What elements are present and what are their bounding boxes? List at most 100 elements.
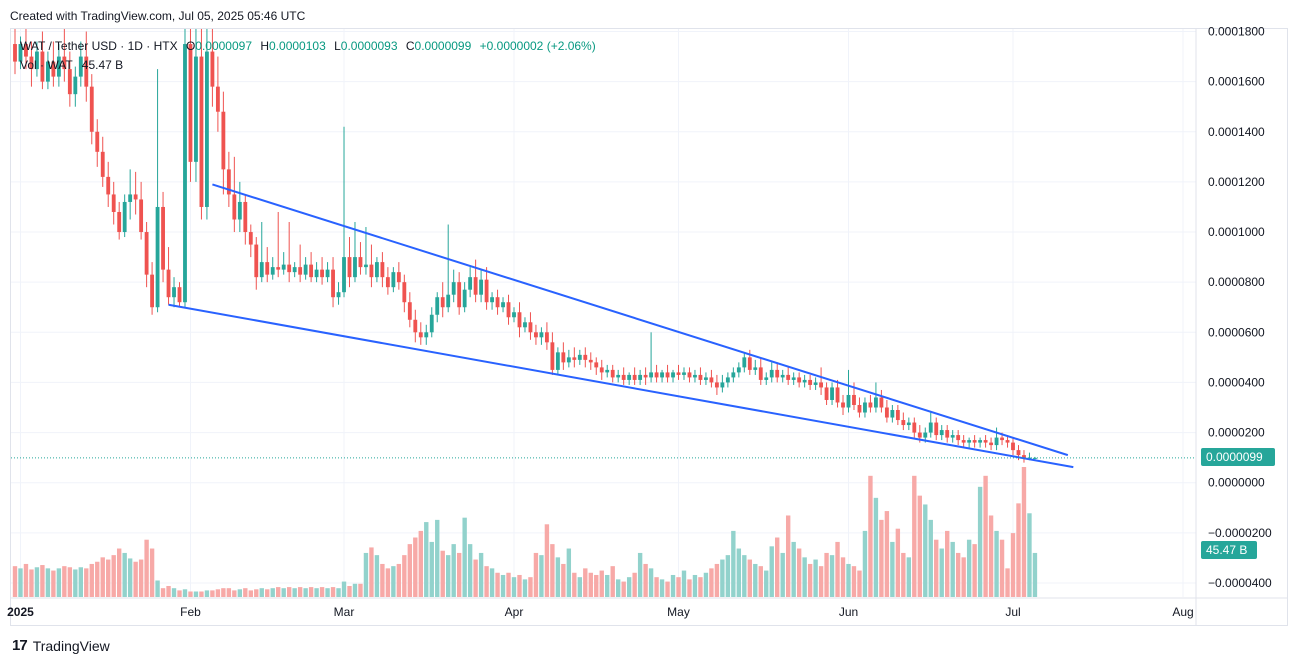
volume-bar bbox=[977, 486, 983, 597]
volume-bar bbox=[303, 588, 308, 597]
candle-body bbox=[473, 277, 478, 295]
volume-bar bbox=[358, 583, 363, 597]
y-tick-label: 0.0000000 bbox=[1208, 476, 1265, 490]
volume-bar bbox=[572, 572, 577, 597]
volume-bar bbox=[599, 570, 604, 597]
volume-bar bbox=[314, 588, 319, 597]
candle-body bbox=[539, 332, 544, 338]
candle-body bbox=[802, 379, 807, 383]
volume-bar bbox=[621, 581, 626, 597]
candle-body bbox=[484, 279, 489, 303]
candle-body bbox=[78, 56, 83, 77]
candle-body bbox=[906, 422, 911, 426]
candle-body bbox=[303, 264, 308, 275]
volume-bar bbox=[895, 528, 901, 597]
volume-bar bbox=[714, 563, 720, 597]
volume-bar bbox=[643, 563, 648, 597]
candle-body bbox=[243, 201, 248, 233]
volume-bar bbox=[999, 539, 1005, 597]
volume-bar bbox=[764, 570, 769, 597]
volume-bar bbox=[215, 589, 221, 597]
volume-bar bbox=[462, 517, 467, 597]
candle-body bbox=[374, 262, 379, 278]
candle-body bbox=[205, 51, 209, 207]
volume-legend-label[interactable]: Vol · WAT bbox=[20, 58, 73, 72]
volume-bar bbox=[637, 552, 643, 597]
footer-branding[interactable]: 17 TradingView bbox=[12, 637, 110, 654]
candle-body bbox=[396, 272, 401, 283]
volume-bar bbox=[615, 579, 621, 597]
candle-body bbox=[945, 430, 950, 438]
volume-bar bbox=[281, 588, 286, 597]
candle-body bbox=[325, 269, 330, 278]
x-tick-label: Jun bbox=[839, 605, 858, 619]
volume-bar bbox=[188, 591, 193, 597]
candle-body bbox=[309, 264, 314, 278]
candle-body bbox=[972, 440, 977, 443]
candle-body bbox=[643, 374, 648, 378]
volume-bar bbox=[286, 587, 292, 597]
candle-body bbox=[561, 352, 566, 363]
volume-bar bbox=[396, 563, 402, 597]
volume-bar bbox=[265, 589, 270, 597]
candle-body bbox=[610, 369, 615, 378]
y-tick-label: 0.0001200 bbox=[1208, 175, 1265, 189]
volume-bar bbox=[983, 475, 988, 597]
volume-bar bbox=[868, 475, 873, 597]
candle-body bbox=[709, 377, 714, 383]
volume-bar bbox=[473, 559, 478, 597]
volume-bar bbox=[720, 559, 725, 597]
volume-bar bbox=[160, 588, 166, 597]
candle-body bbox=[407, 302, 412, 320]
candle-body bbox=[353, 257, 357, 278]
candle-body bbox=[544, 332, 549, 343]
volume-bar bbox=[687, 579, 692, 597]
candle-body bbox=[813, 382, 818, 385]
volume-bar bbox=[232, 590, 237, 597]
candle-body bbox=[144, 232, 149, 275]
candle-body bbox=[254, 244, 259, 278]
legend-symbol[interactable]: WAT / Tether USD · 1D · HTX bbox=[20, 39, 178, 53]
candle-body bbox=[714, 382, 719, 388]
candle-body bbox=[682, 372, 686, 375]
candle-body bbox=[572, 357, 577, 360]
candle-body bbox=[347, 257, 352, 278]
created-with-caption: Created with TradingView.com, Jul 05, 20… bbox=[10, 9, 306, 23]
candle-layer bbox=[13, 29, 1037, 463]
volume-bar bbox=[456, 552, 462, 597]
candle-body bbox=[523, 322, 527, 328]
volume-bar bbox=[747, 559, 752, 597]
candle-body bbox=[292, 267, 297, 273]
volume-bar bbox=[829, 555, 835, 597]
candle-body bbox=[791, 377, 796, 380]
candle-body bbox=[172, 287, 176, 298]
candle-body bbox=[95, 131, 100, 152]
trendline-layer bbox=[11, 183, 1196, 469]
candle-body bbox=[287, 264, 292, 273]
volume-bar bbox=[144, 539, 149, 597]
candle-body bbox=[133, 194, 138, 200]
candle-body bbox=[45, 61, 50, 82]
volume-bar bbox=[155, 580, 160, 597]
volume-bar bbox=[528, 577, 533, 597]
candle-body bbox=[232, 194, 237, 220]
volume-bar bbox=[785, 515, 791, 597]
x-tick-label: Feb bbox=[180, 605, 201, 619]
volume-bar bbox=[912, 475, 917, 597]
volume-bar bbox=[210, 590, 215, 597]
candle-body bbox=[265, 262, 270, 275]
last-volume-tag: 45.47 B bbox=[1201, 541, 1257, 559]
candle-body bbox=[621, 374, 626, 380]
volume-bar bbox=[67, 567, 73, 597]
volume-bar bbox=[824, 552, 829, 597]
volume-bar bbox=[352, 583, 358, 597]
candle-body bbox=[462, 289, 467, 308]
volume-bar bbox=[1016, 503, 1021, 597]
candle-body bbox=[177, 287, 182, 303]
volume-bar bbox=[775, 537, 780, 597]
volume-bar bbox=[857, 570, 862, 597]
volume-bar bbox=[884, 511, 890, 597]
volume-bar bbox=[840, 557, 846, 597]
candle-body bbox=[1011, 442, 1015, 451]
